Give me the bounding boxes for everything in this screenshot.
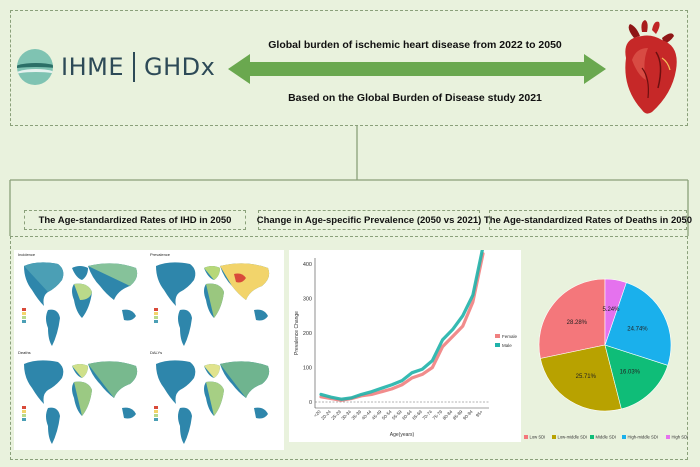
pie-label-low-middle-sdi: 25.71%: [576, 374, 597, 380]
pie-legend-label-high-sdi: High SDI: [672, 435, 689, 440]
x-tick-label-12: 75-79: [432, 409, 444, 421]
brand-left: IHME: [61, 53, 124, 81]
world-maps-svg: [22, 262, 270, 444]
pie-legend-label-middle-sdi: Middle SDI: [596, 435, 616, 440]
x-tick-label-0: <20: [313, 409, 322, 418]
pie-label-low-sdi: 28.28%: [567, 320, 588, 326]
legend-label-male: Male: [502, 343, 512, 348]
pie-legend-swatch-middle-sdi: [590, 435, 594, 439]
pie-label-middle-sdi: 16.03%: [620, 369, 641, 375]
pie-slice-high-sdi: [604, 278, 627, 346]
x-tick-label-3: 30-34: [340, 409, 352, 421]
heart-icon: [625, 20, 677, 114]
prevalence-change-chart: 0 100 200 300 400 <20 20-24 25-29 30-34 35-39 40-4…: [289, 245, 521, 442]
pie-legend-label-low-sdi: Low SDI: [530, 435, 546, 440]
pie-legend-swatch-low-middle-sdi: [552, 435, 556, 439]
ihme-logo-icon: [17, 49, 53, 85]
x-tick-label-15: 90-94: [462, 409, 474, 421]
x-tick-label-7: 50-54: [381, 409, 393, 421]
y-tick-label-0: 0: [309, 400, 312, 406]
x-tick-label-11: 70-74: [421, 409, 433, 421]
x-tick-label-4: 35-39: [351, 409, 363, 421]
world-maps-grid: Incidence Prevalence Deaths DALYs: [14, 250, 284, 450]
series-line-female: [319, 252, 485, 402]
pie-legend-swatch-high-middle-sdi: [622, 435, 626, 439]
pie-slice-low-sdi: [538, 278, 606, 359]
double-arrow-icon: [228, 54, 606, 84]
x-tick-label-1: 20-24: [320, 409, 332, 421]
y-tick-label-3: 300: [303, 297, 312, 303]
x-tick-label-16: 95+: [475, 409, 484, 418]
x-tick-label-2: 25-29: [330, 409, 342, 421]
sdi-pie-chart: 28.28% 25.71% 16.03% 24.74% 5.24% Low SDI Low-…: [522, 250, 692, 450]
y-tick-label-2: 200: [303, 331, 312, 337]
y-axis-label: Prevalence Change: [294, 311, 300, 355]
legend-label-female: Female: [502, 334, 518, 339]
line-chart-svg: 0 100 200 300 400 <2020-2425-2930-3435-3940-4…: [294, 245, 518, 438]
legend-swatch-female: [495, 334, 500, 338]
pie-slice-low-middle-sdi: [540, 344, 622, 412]
map-title-deaths: Deaths: [18, 350, 31, 355]
pie-legend-swatch-low-sdi: [524, 435, 528, 439]
map-title-incidence: Incidence: [18, 252, 36, 257]
header-panel: [10, 10, 688, 126]
pie-chart-svg: 28.28% 25.71% 16.03% 24.74% 5.24% Low SDI Low-…: [524, 278, 689, 440]
x-tick-label-9: 60-64: [401, 409, 413, 421]
pie-legend-label-low-middle-sdi: Low-middle SDI: [558, 435, 588, 440]
pie-legend-swatch-high-sdi: [666, 435, 670, 439]
y-tick-label-4: 400: [303, 262, 312, 268]
pie-label-high-sdi: 5.24%: [602, 307, 620, 313]
x-tick-label-6: 45-49: [371, 409, 383, 421]
flow-connector: [9, 126, 689, 236]
map-title-prevalence: Prevalence: [150, 252, 171, 257]
pie-legend-label-high-middle-sdi: High-middle SDI: [628, 435, 659, 440]
y-tick-label-1: 100: [303, 366, 312, 372]
results-panel: [10, 236, 688, 460]
x-axis-label: Age(years): [390, 432, 415, 438]
pie-slice-high-middle-sdi: [604, 282, 672, 366]
x-tick-label-8: 55-59: [391, 409, 403, 421]
map-title-dalys: DALYs: [150, 350, 163, 355]
x-tick-label-14: 85-89: [452, 409, 464, 421]
section-label-death-rates: The Age-standardized Rates of Deaths in …: [484, 210, 692, 230]
x-tick-label-5: 40-44: [361, 409, 373, 421]
pie-label-high-middle-sdi: 24.74%: [627, 327, 648, 333]
ihme-ghdx-logo: IHME GHDx: [17, 42, 217, 92]
brand-right: GHDx: [144, 53, 216, 81]
section-label-ihd-rates: The Age-standardized Rates of IHD in 205…: [24, 210, 246, 230]
section-label-prevalence-change: Change in Age-specific Prevalence (2050 …: [257, 210, 481, 230]
pie-slice-middle-sdi: [604, 344, 669, 410]
legend-swatch-male: [495, 343, 500, 347]
subtitle: Based on the Global Burden of Disease st…: [288, 92, 542, 104]
main-title: Global burden of ischemic heart disease …: [268, 39, 562, 51]
series-line-male: [319, 245, 485, 401]
x-tick-label-10: 65-69: [411, 409, 423, 421]
x-tick-label-13: 80-84: [442, 409, 454, 421]
brand-separator: [133, 52, 135, 82]
